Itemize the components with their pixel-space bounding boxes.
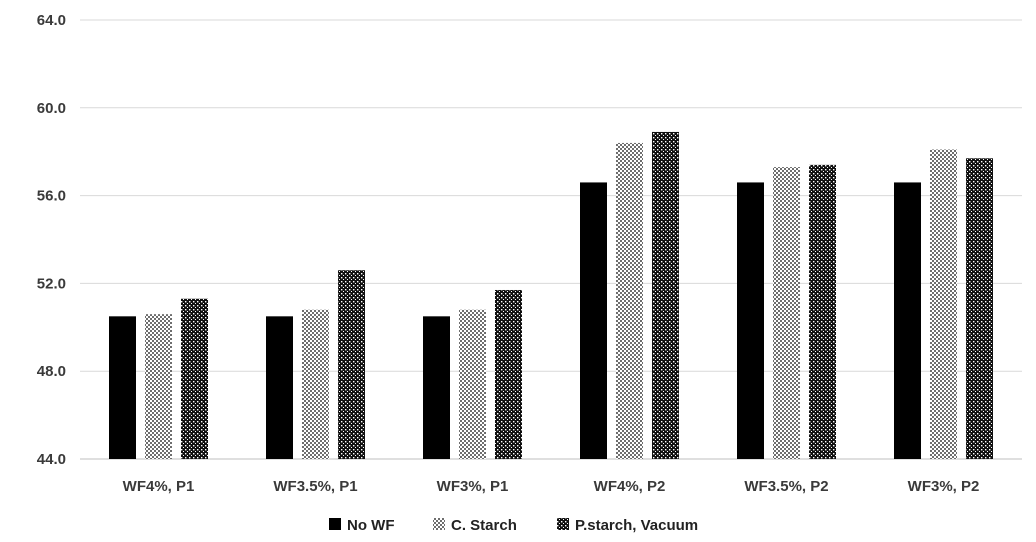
bar-p-starch-vacuum xyxy=(181,298,208,459)
bar-c-starch xyxy=(459,309,486,459)
y-tick-label: 56.0 xyxy=(37,188,66,205)
bar-c-starch xyxy=(773,167,800,459)
x-tick-label: WF3.5%, P2 xyxy=(744,478,828,495)
bar-no-wf xyxy=(266,316,293,459)
x-tick-label: WF4%, P1 xyxy=(123,478,195,495)
y-tick-label: 44.0 xyxy=(37,451,66,468)
legend-label: C. Starch xyxy=(451,517,517,534)
bar-c-starch xyxy=(930,149,957,459)
bar-p-starch-vacuum xyxy=(966,158,993,459)
bar-p-starch-vacuum xyxy=(338,270,365,459)
x-tick-label: WF3.5%, P1 xyxy=(273,478,357,495)
legend-label: P.starch, Vacuum xyxy=(575,517,698,534)
bar-p-starch-vacuum xyxy=(495,289,522,459)
bar-no-wf xyxy=(423,316,450,459)
y-tick-labels: 44.0 48.0 52.0 56.0 60.0 64.0 xyxy=(37,12,66,468)
y-tick-label: 52.0 xyxy=(37,275,66,292)
legend-label: No WF xyxy=(347,517,394,534)
bar-p-starch-vacuum xyxy=(809,164,836,459)
legend: No WF C. Starch P.starch, Vacuum xyxy=(329,517,698,534)
legend-swatch xyxy=(329,518,341,530)
bar-no-wf xyxy=(737,182,764,459)
bar-no-wf xyxy=(109,316,136,459)
x-tick-label: WF3%, P2 xyxy=(908,478,980,495)
bar-p-starch-vacuum xyxy=(652,131,679,459)
gridlines xyxy=(80,19,1022,460)
x-tick-label: WF4%, P2 xyxy=(594,478,666,495)
x-tick-labels: WF4%, P1 WF3.5%, P1 WF3%, P1 WF4%, P2 WF3.5%… xyxy=(123,478,980,495)
bar-no-wf xyxy=(580,182,607,459)
bar-c-starch xyxy=(616,142,643,460)
y-tick-label: 60.0 xyxy=(37,100,66,117)
legend-swatch xyxy=(557,518,569,530)
bar-no-wf xyxy=(894,182,921,459)
y-tick-label: 64.0 xyxy=(37,12,66,29)
bar-c-starch xyxy=(145,314,172,459)
x-tick-label: WF3%, P1 xyxy=(437,478,509,495)
bar-c-starch xyxy=(302,309,329,459)
y-tick-label: 48.0 xyxy=(37,363,66,380)
bars xyxy=(109,131,993,460)
legend-swatch xyxy=(433,518,445,530)
